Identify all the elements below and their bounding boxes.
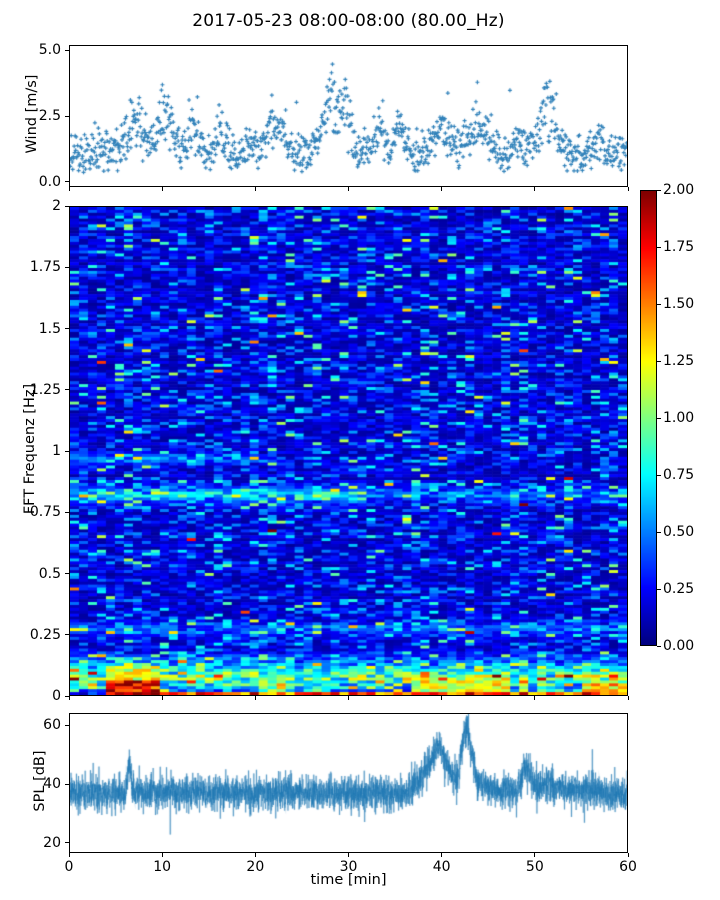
x-tick-label: 10: [153, 859, 172, 875]
fft-y-tick-label: 1: [52, 443, 61, 459]
wind-y-tick-label: 5.0: [38, 42, 61, 58]
colorbar-tick-mark: [657, 531, 661, 533]
x-tick-mark: [254, 187, 256, 191]
x-tick-mark: [254, 696, 256, 700]
wind-plot-axes: [69, 45, 628, 187]
x-tick-mark: [534, 696, 536, 700]
wind-y-tick-label: 2.5: [38, 108, 61, 124]
x-tick-mark: [627, 853, 629, 857]
fft-y-tick-mark: [65, 634, 69, 636]
fft-y-tick-label: 0: [52, 688, 61, 704]
colorbar-tick-mark: [657, 360, 661, 362]
x-tick-mark: [534, 853, 536, 857]
spl-y-tick-label: 60: [43, 717, 61, 734]
x-tick-mark: [254, 853, 256, 857]
x-tick-mark: [161, 696, 163, 700]
wind-y-tick-label: 0.0: [38, 173, 61, 190]
colorbar-tick-mark: [657, 189, 661, 191]
x-tick-label: 30: [339, 859, 358, 875]
fft-y-tick-mark: [65, 266, 69, 268]
fft-y-tick-mark: [65, 450, 69, 452]
x-tick-mark: [627, 696, 629, 700]
fft-y-tick-mark: [65, 328, 69, 329]
x-tick-label: 50: [525, 859, 544, 875]
spl-y-tick-mark: [65, 842, 69, 844]
x-tick-mark: [441, 696, 443, 700]
x-tick-label: 0: [64, 859, 74, 875]
colorbar-tick-label: 1.75: [663, 239, 695, 255]
x-tick-mark: [161, 853, 163, 857]
fft-y-tick-label: 1.25: [29, 381, 61, 398]
x-tick-label: 20: [246, 859, 265, 875]
fft-y-tick-mark: [65, 205, 69, 207]
x-tick-mark: [161, 187, 163, 191]
colorbar-tick-mark: [657, 474, 661, 476]
fft-y-tick-label: 0.25: [29, 626, 61, 643]
spl-y-tick-mark: [65, 783, 69, 785]
x-tick-mark: [534, 187, 536, 191]
x-tick-mark: [68, 187, 70, 191]
colorbar-tick-mark: [657, 588, 661, 590]
x-tick-mark: [348, 187, 349, 191]
colorbar-tick-label: 0.75: [663, 467, 695, 483]
colorbar-tick-label: 0.25: [663, 581, 695, 597]
colorbar-tick-mark: [657, 303, 661, 305]
spectrogram-canvas: [70, 207, 627, 695]
colorbar-tick-label: 2.00: [663, 182, 695, 198]
wind-y-tick-mark: [65, 181, 69, 183]
x-tick-mark: [441, 853, 443, 857]
fft-y-tick-mark: [65, 389, 69, 391]
colorbar-tick-label: 0.50: [663, 524, 695, 540]
wind-y-tick-mark: [65, 49, 69, 51]
spl-y-tick-label: 20: [43, 834, 61, 851]
colorbar-tick-mark: [657, 246, 661, 248]
x-tick-mark: [348, 853, 349, 857]
colorbar-tick-mark: [657, 645, 661, 647]
colorbar-tick-mark: [657, 417, 661, 419]
spl-plot-axes: [69, 713, 628, 853]
fft-y-tick-mark: [65, 695, 69, 697]
fft-y-tick-label: 0.75: [29, 504, 61, 521]
x-tick-label: 40: [432, 859, 451, 875]
spl-y-tick-label: 40: [43, 776, 61, 793]
fft-y-tick-label: 1.5: [38, 320, 61, 337]
fft-y-tick-label: 0.5: [38, 565, 61, 582]
wind-scatter-canvas: [70, 46, 627, 186]
spl-line-canvas: [70, 714, 627, 852]
colorbar-tick-label: 1.00: [663, 410, 695, 426]
x-tick-mark: [348, 696, 349, 700]
fft-y-tick-label: 2: [52, 198, 61, 214]
wind-y-tick-mark: [65, 115, 69, 117]
spectrogram-axes: [69, 206, 628, 696]
colorbar-tick-label: 1.25: [663, 353, 695, 369]
fft-y-tick-label: 1.75: [29, 259, 61, 276]
x-axis-label: time [min]: [310, 872, 387, 888]
x-tick-mark: [627, 187, 629, 191]
x-tick-mark: [68, 853, 70, 857]
spl-y-tick-mark: [65, 724, 69, 726]
figure-title: 2017-05-23 08:00-08:00 (80.00_Hz): [192, 11, 505, 31]
x-tick-label: 60: [619, 859, 637, 875]
colorbar-tick-label: 1.50: [663, 296, 695, 312]
fft-y-tick-mark: [65, 573, 69, 574]
x-tick-mark: [68, 696, 70, 700]
colorbar-gradient-canvas: [641, 191, 656, 645]
colorbar-tick-label: 0.00: [663, 638, 695, 654]
x-tick-mark: [441, 187, 443, 191]
fft-y-tick-mark: [65, 511, 69, 513]
colorbar: [640, 190, 657, 646]
